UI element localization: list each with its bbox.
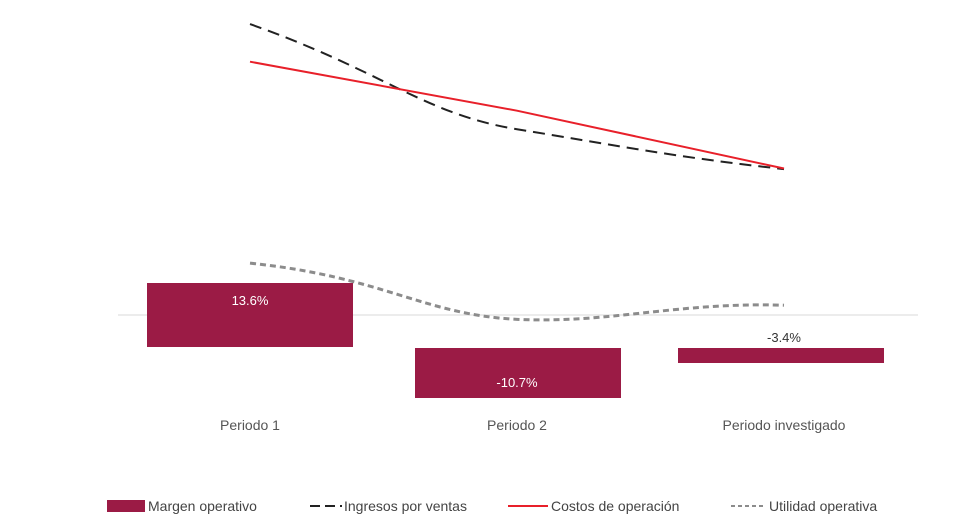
legend-item-ingresos-por-ventas: Ingresos por ventas — [310, 498, 467, 514]
data-label-periodo-1: 13.6% — [232, 293, 269, 308]
legend: Margen operativo Ingresos por ventas Cos… — [107, 498, 877, 514]
bar-periodo-investigado — [678, 348, 884, 363]
bar-periodo-2 — [415, 348, 621, 398]
line-ingresos-por-ventas — [249, 23, 785, 171]
category-label-periodo-investigado: Periodo investigado — [723, 417, 846, 433]
legend-label-margen-operativo: Margen operativo — [148, 498, 257, 514]
legend-label-ingresos-por-ventas: Ingresos por ventas — [344, 498, 467, 514]
legend-swatch-margen-operativo — [107, 500, 145, 512]
bar-periodo-1 — [147, 283, 353, 347]
data-label-periodo-investigado: -3.4% — [767, 330, 801, 345]
category-label-periodo-1: Periodo 1 — [220, 417, 280, 433]
category-labels: Periodo 1 Periodo 2 Periodo investigado — [220, 417, 846, 433]
legend-item-costos-de-operacion: Costos de operación — [508, 498, 679, 514]
lines-group — [249, 23, 785, 322]
legend-label-costos-de-operacion: Costos de operación — [551, 498, 679, 514]
category-label-periodo-2: Periodo 2 — [487, 417, 547, 433]
line-utilidad-operativa — [249, 261, 785, 322]
line-costos-de-operacion — [249, 60, 785, 170]
data-label-periodo-2: -10.7% — [496, 375, 538, 390]
data-labels: 13.6% -10.7% -3.4% — [232, 293, 802, 390]
legend-item-utilidad-operativa: Utilidad operativa — [731, 498, 877, 514]
legend-label-utilidad-operativa: Utilidad operativa — [769, 498, 877, 514]
bars-group — [147, 283, 884, 398]
legend-item-margen-operativo: Margen operativo — [107, 498, 257, 514]
